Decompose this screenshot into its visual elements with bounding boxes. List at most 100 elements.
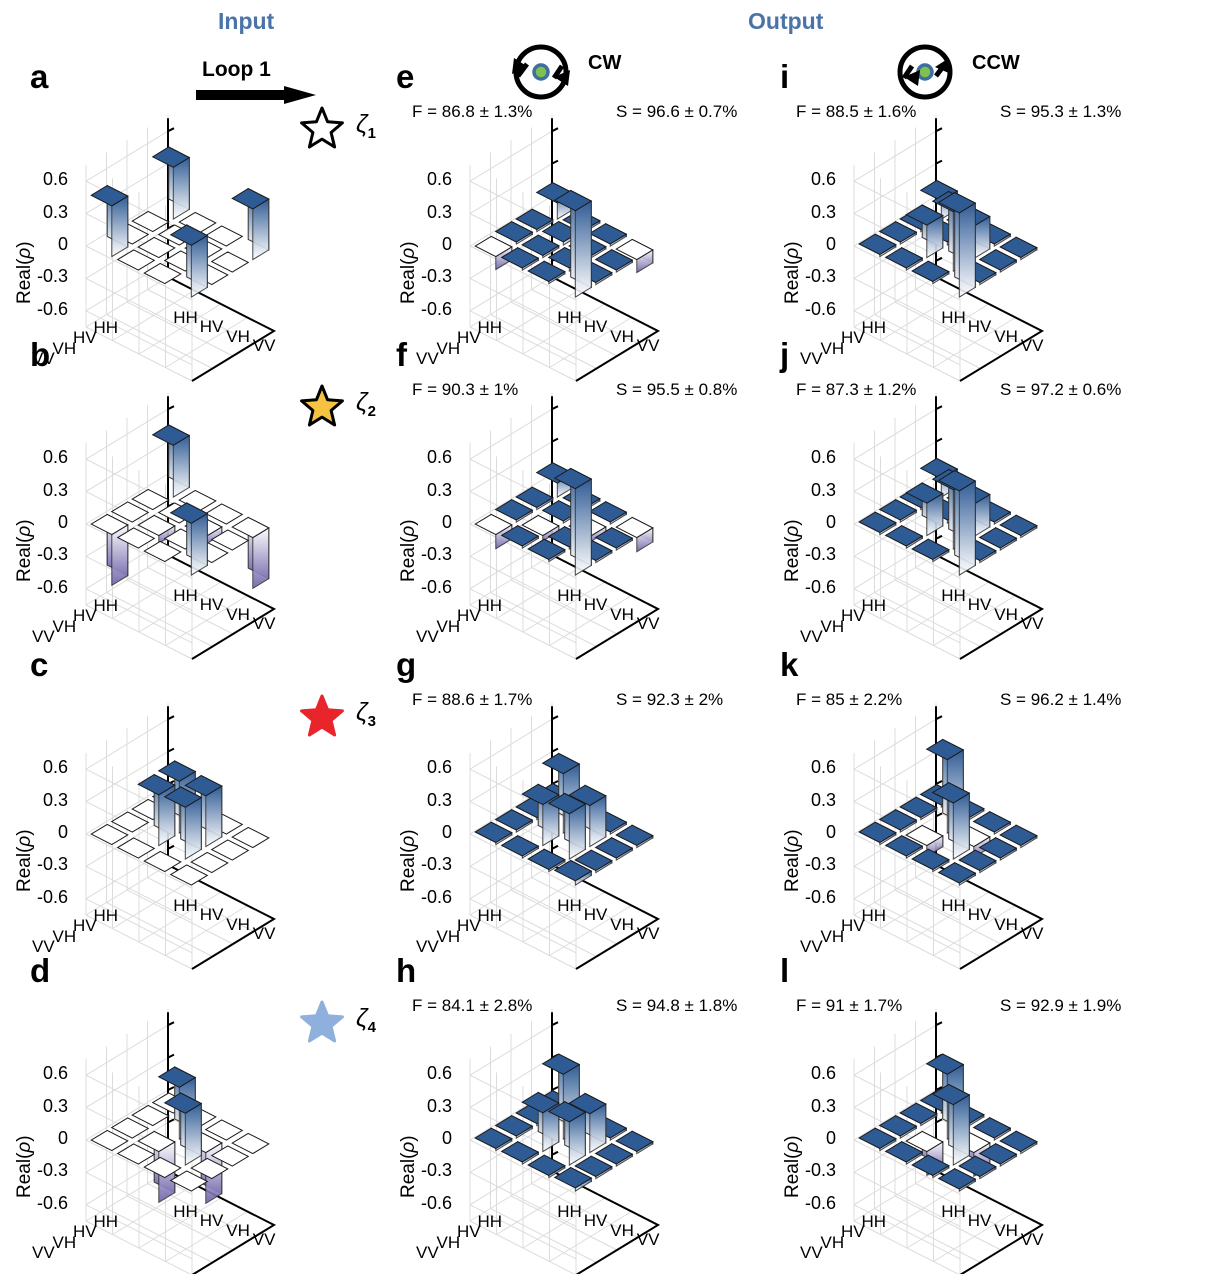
y-tick-i-1: 0.3 [810,201,836,222]
depth-axis-label-a-0: VV [32,349,55,368]
tomography-plot-i: Real(ρ) 0.6 0.3 0 -0.3 -0.6 [768,115,1140,382]
y-tick-g-1: 0.3 [426,789,452,810]
depth-axis-label-h-2: HV [457,1222,481,1241]
width-axis-label-f-0: HH [557,585,582,605]
width-axis-label-e-1: HV [583,317,608,337]
y-tick-h-3: -0.3 [420,1160,452,1181]
similarity-g: S = 92.3 ± 2% [616,690,724,709]
width-axis-label-e-0: HH [557,307,582,327]
similarity-e: S = 96.6 ± 0.7% [616,102,738,121]
y-tick-k-3: -0.3 [804,854,836,875]
fidelity-l: F = 91 ± 1.7% [796,996,903,1015]
panel-letter-f: f [396,336,407,373]
y-tick-l-4: -0.6 [804,1192,836,1213]
y-tick-l-3: -0.3 [804,1160,836,1181]
fidelity-g: F = 88.6 ± 1.7% [412,690,533,709]
depth-axis-label-k-3: HH [861,905,887,925]
y-tick-k-1: 0.3 [810,789,836,810]
panel-letter-e: e [396,58,415,95]
tomography-plot-b: Real(ρ) 0.6 0.3 0 -0.3 -0.6 VV VH HV HH HH HV VH VV [0,393,372,660]
width-axis-label-c-0: HH [173,895,198,915]
similarity-h: S = 94.8 ± 1.8% [616,996,738,1015]
depth-axis-label-c-0: VV [32,937,55,956]
y-tick-b-2: 0 [57,512,68,532]
width-axis-label-j-0: HH [941,585,966,605]
depth-axis-label-i-1: VH [820,338,845,358]
width-axis-label-e-2: VH [610,326,634,346]
width-axis-label-h-3: VV [636,1230,660,1250]
depth-axis-label-g-2: HV [457,916,481,935]
depth-axis-label-j-0: VV [800,627,823,646]
y-tick-j-2: 0 [825,512,836,532]
width-axis-label-a-1: HV [199,317,224,337]
panel-letter-a: a [30,58,49,95]
marker-zeta-zeta1: ζ1 [356,110,376,142]
depth-axis-label-a-3: HH [93,317,119,337]
y-tick-l-1: 0.3 [810,1095,836,1116]
cw-label: CW [588,52,622,74]
similarity-f: S = 95.5 ± 0.8% [616,380,738,399]
marker-zeta-zeta4: ζ4 [356,1004,376,1036]
width-axis-label-i-2: VH [994,326,1018,346]
clockwise-rotation-icon [512,44,570,100]
width-axis-label-i-3: VV [1020,336,1044,356]
loop-arrow-icon [196,86,316,104]
y-tick-a-1: 0.3 [42,201,68,222]
depth-axis-label-k-1: VH [820,926,845,946]
y-tick-g-0: 0.6 [426,757,452,778]
depth-axis-label-b-1: VH [52,616,77,636]
y-tick-f-2: 0 [441,512,452,532]
depth-axis-label-l-0: VV [800,1243,823,1262]
marker-star-zeta4 [300,1000,344,1043]
panel-letter-k: k [780,646,799,683]
depth-axis-label-a-1: VH [52,338,77,358]
fidelity-f: F = 90.3 ± 1% [412,380,519,399]
similarity-k: S = 96.2 ± 1.4% [1000,690,1122,709]
y-tick-d-0: 0.6 [42,1063,68,1084]
y-tick-k-0: 0.6 [810,757,836,778]
width-axis-label-b-2: VH [226,604,250,624]
y-tick-i-2: 0 [825,234,836,254]
tomography-plot-j: Real(ρ) 0.6 0.3 0 -0.3 -0.6 [768,393,1140,660]
fidelity-j: F = 87.3 ± 1.2% [796,380,917,399]
y-tick-d-4: -0.6 [36,1192,68,1213]
width-axis-label-k-3: VV [1020,924,1044,944]
width-axis-label-l-3: VV [1020,1230,1044,1250]
fidelity-k: F = 85 ± 2.2% [796,690,903,709]
tomography-plot-f: Real(ρ) 0.6 0.3 0 -0.3 -0.6 [384,393,756,660]
y-tick-c-3: -0.3 [36,854,68,875]
marker-star-zeta3 [300,694,344,737]
y-tick-g-4: -0.6 [420,886,452,907]
y-tick-a-0: 0.6 [42,169,68,190]
width-axis-label-c-2: VH [226,914,250,934]
ccw-label: CCW [972,52,1020,74]
width-axis-label-c-1: HV [199,905,224,925]
width-axis-label-i-0: HH [941,307,966,327]
depth-axis-label-j-2: HV [841,606,865,625]
width-axis-label-d-1: HV [199,1211,224,1231]
width-axis-label-k-0: HH [941,895,966,915]
similarity-i: S = 95.3 ± 1.3% [1000,102,1122,121]
width-axis-label-j-1: HV [967,595,992,615]
depth-axis-label-c-3: HH [93,905,119,925]
column-header-input: Input [218,8,275,34]
fidelity-i: F = 88.5 ± 1.6% [796,102,917,121]
width-axis-label-a-0: HH [173,307,198,327]
fidelity-e: F = 86.8 ± 1.3% [412,102,533,121]
panel-letter-c: c [30,646,49,683]
depth-axis-label-e-3: HH [477,317,503,337]
y-tick-f-0: 0.6 [426,447,452,468]
depth-axis-label-j-1: VH [820,616,845,636]
width-axis-label-d-3: VV [252,1230,276,1250]
width-axis-label-c-3: VV [252,924,276,944]
width-axis-label-b-0: HH [173,585,198,605]
depth-axis-label-l-3: HH [861,1211,887,1231]
y-tick-a-2: 0 [57,234,68,254]
tomography-plot-d: Real(ρ) 0.6 0.3 0 -0.3 -0.6 VV VH HV HH HH HV VH VV [0,1009,372,1274]
y-tick-h-4: -0.6 [420,1192,452,1213]
depth-axis-label-i-0: VV [800,349,823,368]
width-axis-label-l-0: HH [941,1201,966,1221]
depth-axis-label-k-2: HV [841,916,865,935]
width-axis-label-g-2: VH [610,914,634,934]
y-tick-l-2: 0 [825,1128,836,1148]
